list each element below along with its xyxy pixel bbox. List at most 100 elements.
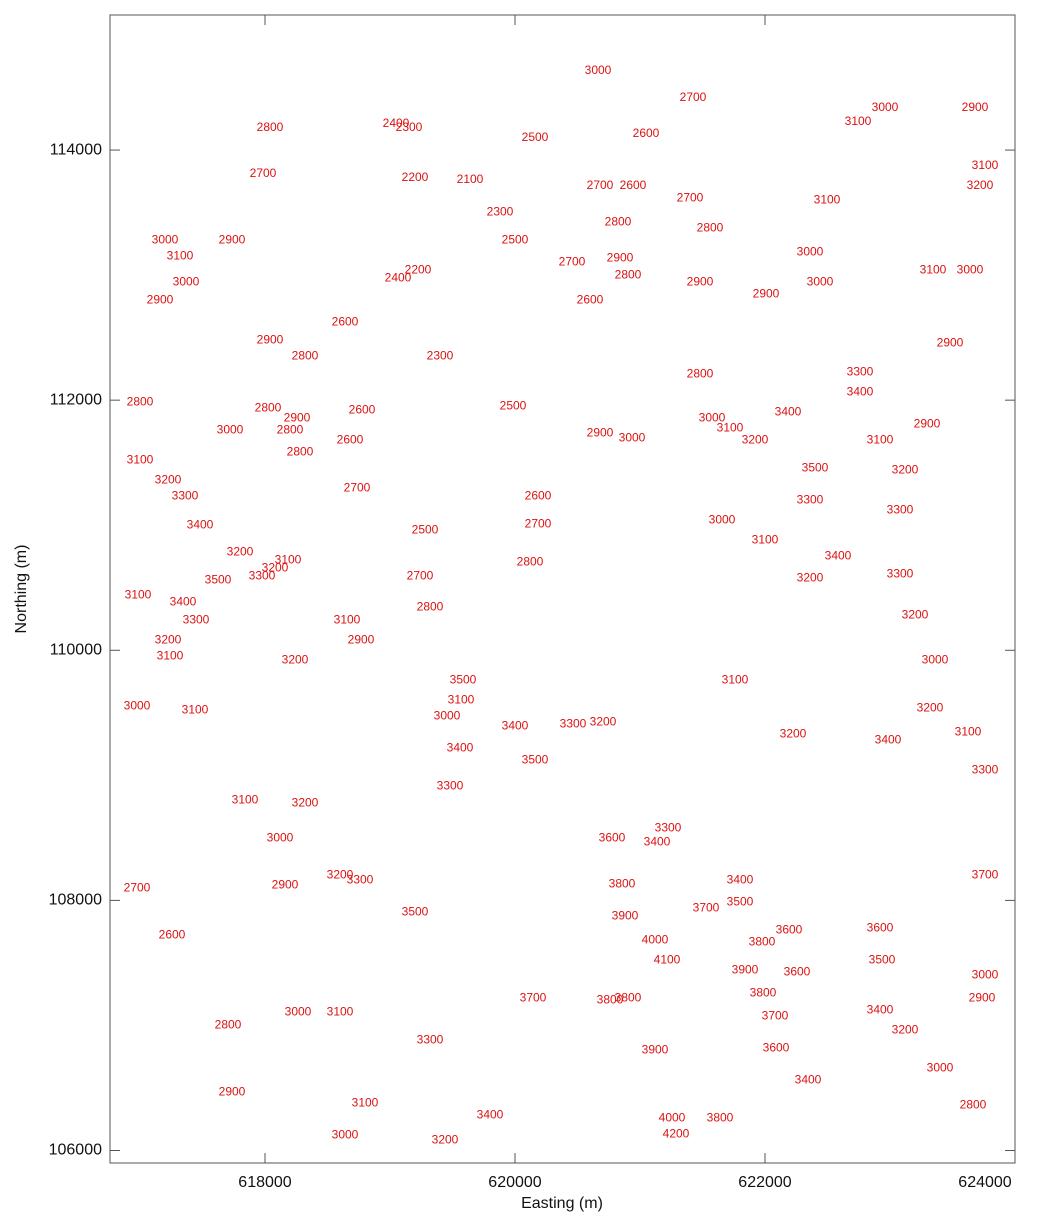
contour-label: 3400 — [727, 873, 754, 887]
contour-label: 4000 — [659, 1111, 686, 1125]
contour-label: 2600 — [525, 488, 552, 502]
contour-label: 2300 — [396, 120, 423, 134]
contour-label: 3300 — [887, 566, 914, 580]
contour-label: 2900 — [753, 286, 780, 300]
contour-label: 3400 — [775, 404, 802, 418]
contour-label: 3300 — [655, 821, 682, 835]
contour-label: 2800 — [417, 599, 444, 613]
contour-label: 3700 — [762, 1009, 789, 1023]
contour-label: 3200 — [917, 700, 944, 714]
contour-label: 3100 — [232, 793, 259, 807]
contour-label: 3800 — [615, 991, 642, 1005]
plot-frame — [110, 15, 1015, 1163]
contour-label: 3200 — [262, 560, 289, 574]
contour-label: 2800 — [292, 348, 319, 362]
contour-label: 3000 — [872, 100, 899, 114]
contour-label: 2300 — [427, 348, 454, 362]
contour-label: 3200 — [892, 1023, 919, 1037]
contour-label: 3300 — [847, 364, 874, 378]
contour-label: 3400 — [170, 594, 197, 608]
contour-label: 2300 — [487, 204, 514, 218]
contour-label: 2900 — [219, 232, 246, 246]
contour-label: 2700 — [680, 90, 707, 104]
y-tick-label: 108000 — [49, 892, 102, 909]
contour-label: 3100 — [955, 724, 982, 738]
contour-label: 2600 — [620, 178, 647, 192]
contour-label: 3000 — [927, 1061, 954, 1075]
contour-label: 3500 — [450, 672, 477, 686]
y-tick-label: 114000 — [50, 141, 102, 158]
x-tick-label: 622000 — [738, 1174, 791, 1191]
contour-label: 2700 — [407, 568, 434, 582]
contour-label: 2700 — [124, 881, 151, 895]
chart: Easting (m) Northing (m) 618000620000622… — [0, 0, 1039, 1216]
contour-label: 2600 — [633, 126, 660, 140]
contour-label: 3600 — [784, 965, 811, 979]
contour-label: 3300 — [560, 716, 587, 730]
contour-label: 2800 — [215, 1018, 242, 1032]
contour-label: 3100 — [717, 420, 744, 434]
x-tick-label: 624000 — [958, 1174, 1011, 1191]
contour-label: 2900 — [272, 878, 299, 892]
contour-label: 3300 — [417, 1033, 444, 1047]
y-tick-label: 110000 — [50, 641, 102, 658]
contour-label: 3200 — [967, 178, 994, 192]
contour-label: 3700 — [972, 868, 999, 882]
contour-label: 2400 — [385, 270, 412, 284]
contour-label: 2600 — [349, 402, 376, 416]
contour-label: 3400 — [477, 1108, 504, 1122]
contour-label: 3000 — [285, 1005, 312, 1019]
contour-label: 2700 — [677, 190, 704, 204]
x-tick-label: 618000 — [238, 1174, 291, 1191]
contour-label: 2900 — [914, 416, 941, 430]
contour-label: 3000 — [972, 968, 999, 982]
contour-label: 3100 — [722, 672, 749, 686]
contour-label: 4100 — [654, 953, 681, 967]
contour-label: 3000 — [797, 244, 824, 258]
contour-label: 3900 — [612, 909, 639, 923]
contour-label: 2800 — [687, 366, 714, 380]
contour-label: 2900 — [348, 632, 375, 646]
contour-label: 3600 — [763, 1041, 790, 1055]
contour-label: 3200 — [780, 726, 807, 740]
contour-label: 3100 — [167, 248, 194, 262]
contour-label: 3100 — [448, 692, 475, 706]
contour-label: 2800 — [697, 220, 724, 234]
contour-label: 3700 — [693, 901, 720, 915]
contour-label: 2700 — [525, 516, 552, 530]
contour-label: 3400 — [847, 384, 874, 398]
contour-label: 3100 — [845, 114, 872, 128]
contour-label: 3100 — [920, 262, 947, 276]
contour-label: 2800 — [605, 214, 632, 228]
contour-label: 3200 — [155, 632, 182, 646]
contour-label: 2800 — [257, 120, 284, 134]
contour-label: 2700 — [587, 178, 614, 192]
contour-label: 2700 — [559, 254, 586, 268]
contour-label: 3000 — [585, 63, 612, 77]
contour-label: 3200 — [590, 714, 617, 728]
contour-label: 3000 — [124, 698, 151, 712]
contour-label: 2800 — [255, 400, 282, 414]
contour-label: 2700 — [344, 480, 371, 494]
contour-label: 2200 — [402, 170, 429, 184]
contour-label: 3700 — [520, 991, 547, 1005]
contour-label: 3500 — [869, 953, 896, 967]
contour-label: 2800 — [277, 422, 304, 436]
contour-label: 2900 — [969, 991, 996, 1005]
contour-label: 3100 — [814, 192, 841, 206]
contour-label: 3300 — [347, 873, 374, 887]
contour-label: 2600 — [332, 314, 359, 328]
contour-label: 2500 — [500, 398, 527, 412]
contour-label: 3400 — [867, 1003, 894, 1017]
contour-label: 3200 — [292, 796, 319, 810]
contour-label: 3100 — [127, 452, 154, 466]
contour-label: 3300 — [172, 488, 199, 502]
contour-label: 3000 — [217, 422, 244, 436]
x-tick-label: 620000 — [488, 1174, 541, 1191]
contour-label: 3100 — [334, 612, 361, 626]
contour-label: 3400 — [795, 1073, 822, 1087]
contour-label: 3400 — [502, 718, 529, 732]
contour-label: 2900 — [937, 335, 964, 349]
contour-label: 3900 — [642, 1043, 669, 1057]
contour-label: 3000 — [173, 274, 200, 288]
